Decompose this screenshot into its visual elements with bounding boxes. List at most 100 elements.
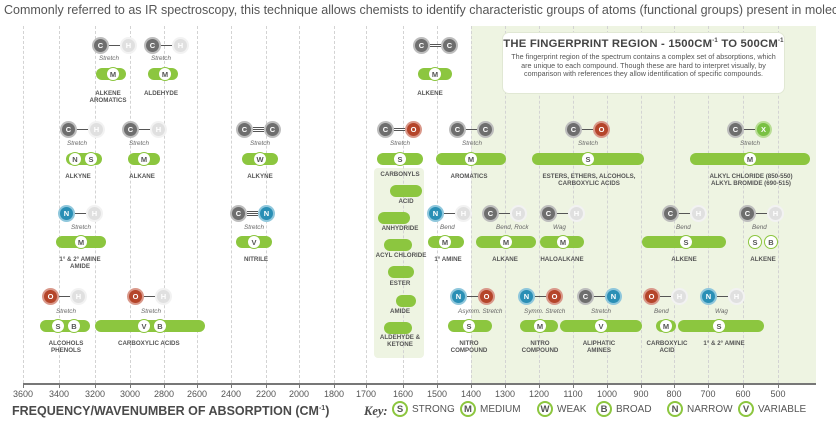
carbonyl-range-bar (390, 185, 422, 197)
carbonyl-type-label: ACYL CHLORIDE (375, 252, 427, 259)
intensity-badges: M (743, 152, 757, 166)
group-label: ESTERS, ETHERS, ALCOHOLS, CARBOXYLIC ACID… (541, 173, 637, 188)
gridline (299, 26, 300, 383)
atom-h: H (671, 288, 688, 305)
carbonyl-type-label: AMIDE (390, 308, 410, 315)
carbonyl-type-label: ACID (398, 198, 414, 205)
group-label-line: NITRILE (243, 256, 269, 263)
intensity-badge: S (84, 152, 98, 166)
axis-tick (607, 383, 608, 388)
group-label: CARBOXYLIC ACIDS (118, 340, 180, 347)
axis-tick (471, 383, 472, 388)
atom-c: C (413, 37, 430, 54)
group-label-line: ALKYL BROMIDE (690-515) (711, 180, 791, 188)
bond-line (253, 126, 264, 133)
atom-c: C (377, 121, 394, 138)
intensity-badge: S (679, 235, 693, 249)
intensity-badge: M (428, 67, 442, 81)
axis-tick-label: 600 (735, 389, 751, 399)
key-letter-badge: V (738, 401, 754, 417)
group-label-line: COMPOUND (521, 347, 559, 355)
gridline (674, 26, 675, 383)
axis-tick (573, 383, 574, 388)
atom-c: C (264, 121, 281, 138)
group-label: NITRILE (236, 256, 276, 263)
key-text: VARIABLE (758, 403, 807, 415)
key-letter-badge: W (537, 401, 553, 417)
gridline (403, 26, 404, 383)
axis-tick-label: 1000 (596, 389, 618, 399)
axis-tick (505, 383, 506, 388)
bond-line (466, 128, 477, 131)
carbonyl-range-bar (388, 266, 414, 278)
group-label-line: PHENOLS (51, 347, 81, 355)
atom-c: C (144, 37, 161, 54)
intensity-badges: M (74, 235, 88, 249)
vibration-type: Stretch (390, 140, 410, 147)
intensity-badge: M (137, 152, 151, 166)
intensity-badge: S (393, 152, 407, 166)
vibration-type: Stretch (591, 308, 611, 315)
bond-line (161, 44, 172, 47)
key-item-narrow: N NARROW (667, 401, 733, 417)
atom-n: N (427, 205, 444, 222)
intensity-badge: S (712, 319, 726, 333)
carbonyl-range-bar (384, 239, 412, 251)
bond-line (444, 212, 455, 215)
axis-tick-label: 1200 (528, 389, 550, 399)
intensity-badge: M (464, 152, 478, 166)
axis-tick-label: 3600 (12, 389, 34, 399)
group-label-line: 1° AMINE (434, 256, 462, 263)
group-label: ALKENE (743, 256, 783, 263)
key-item-medium: M MEDIUM (460, 401, 521, 417)
atom-h: H (728, 288, 745, 305)
axis-tick (743, 383, 744, 388)
axis-tick-label: 3400 (48, 389, 70, 399)
bond-line (139, 128, 150, 131)
axis-tick-label: 2200 (255, 389, 277, 399)
key-text: NARROW (687, 403, 733, 415)
group-label-line: ALKYL CHLORIDE (850-550) (709, 173, 793, 180)
atom-n: N (450, 288, 467, 305)
bond-line (679, 212, 690, 215)
group-label: CARBOXYLIC ACID (645, 340, 689, 355)
carbonyl-type-label: ANHYDRIDE (381, 225, 419, 232)
group-label-line: ESTERS, ETHERS, ALCOHOLS, (542, 173, 636, 180)
atom-o: O (478, 288, 495, 305)
vibration-type: Bend, Rock (496, 224, 529, 231)
atom-h: H (150, 121, 167, 138)
intensity-badge: B (153, 319, 167, 333)
gridline (197, 26, 198, 383)
carbonyl-type-label: ALDEHYDE & KETONE (379, 334, 421, 349)
group-label-line: ALKENE (671, 256, 697, 263)
atom-h: H (155, 288, 172, 305)
group-label-line: ALKYNE (65, 173, 91, 180)
bond-line (394, 127, 405, 132)
vibration-type: Bend (676, 224, 691, 231)
carbonyl-range-bar (384, 322, 412, 334)
group-label-line: AROMATICS (89, 97, 127, 105)
gridline (471, 26, 472, 383)
vibration-type: Stretch (99, 55, 119, 62)
bond-line (582, 128, 593, 131)
atom-c: C (565, 121, 582, 138)
gridline (366, 26, 367, 383)
atom-c: C (739, 205, 756, 222)
group-label: ALKYNE (238, 173, 282, 180)
axis-tick-label: 800 (666, 389, 682, 399)
atom-o: O (546, 288, 563, 305)
group-label: ALCOHOLS PHENOLS (44, 340, 88, 355)
